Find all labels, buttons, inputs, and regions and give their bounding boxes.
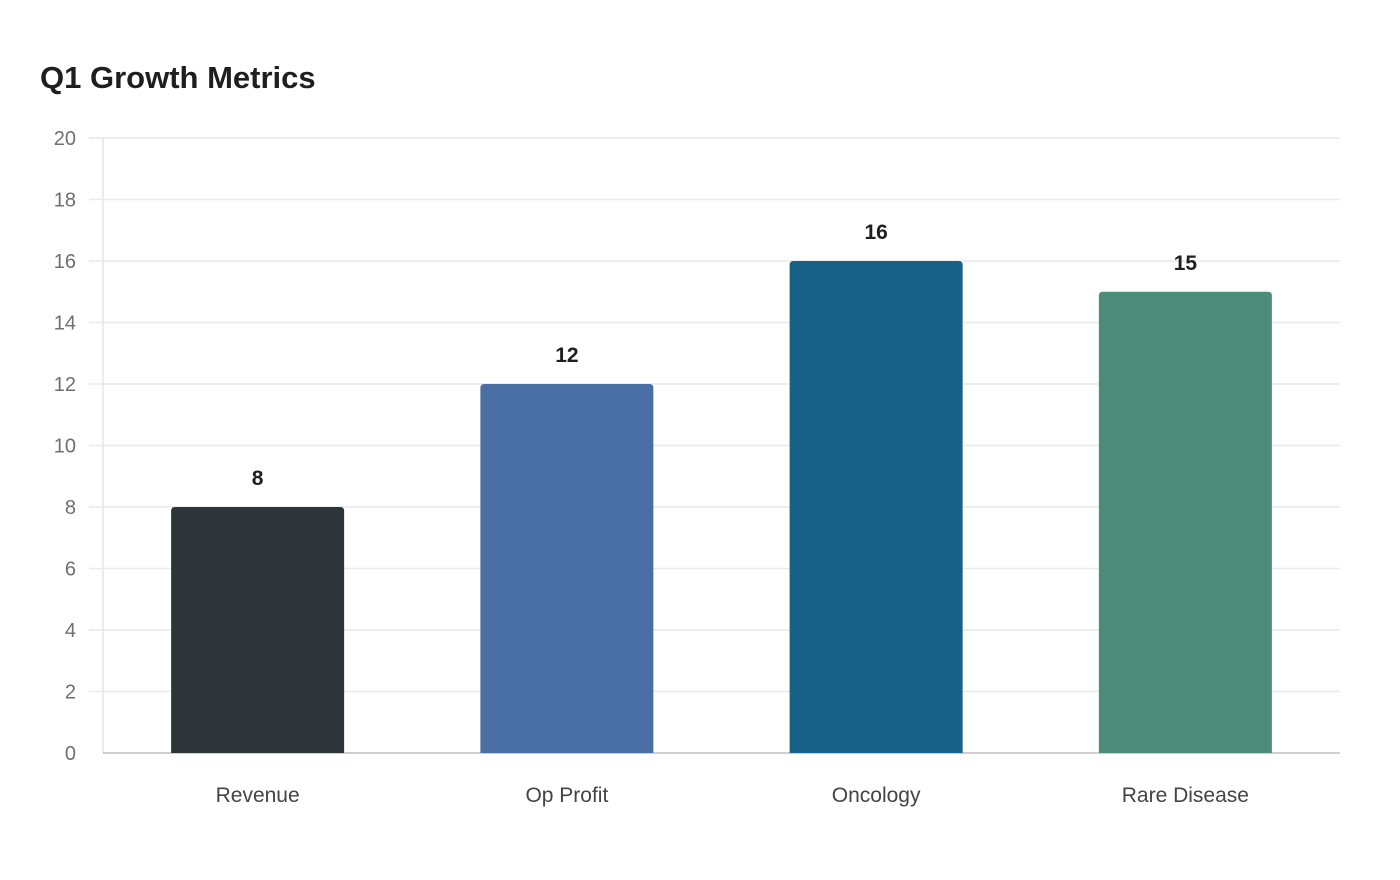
- x-tick-label: Revenue: [216, 784, 300, 807]
- labels: 0 2 4 6 8 10 12 14 16 18 20 8 Revenue 12 Op Profit 16 On…: [54, 128, 1249, 807]
- data-label: 8: [252, 467, 264, 490]
- y-tick-label: 12: [54, 374, 76, 396]
- x-tick-label: Rare Disease: [1122, 784, 1249, 807]
- y-tick-label: 16: [54, 251, 76, 273]
- y-tick-label: 0: [65, 743, 76, 765]
- y-tick-label: 8: [65, 497, 76, 519]
- bar-revenue: [171, 507, 345, 753]
- y-tick-label: 6: [65, 559, 76, 581]
- data-label: 12: [555, 344, 578, 367]
- y-tick-label: 14: [54, 313, 76, 335]
- y-tick-label: 10: [54, 436, 76, 458]
- y-tick-label: 18: [54, 190, 76, 212]
- y-tick-label: 2: [65, 682, 76, 704]
- y-tick-label: 20: [54, 128, 76, 150]
- data-label: 15: [1174, 252, 1198, 275]
- bars: [171, 261, 1272, 753]
- data-label: 16: [864, 221, 887, 244]
- x-tick-label: Op Profit: [525, 784, 608, 807]
- bar-oncology: [789, 261, 963, 753]
- bar-rare-disease: [1098, 291, 1272, 753]
- chart-title: Q1 Growth Metrics: [40, 60, 316, 95]
- bar-op-profit: [480, 384, 654, 753]
- y-tick-label: 4: [65, 620, 76, 642]
- x-tick-label: Oncology: [832, 784, 921, 807]
